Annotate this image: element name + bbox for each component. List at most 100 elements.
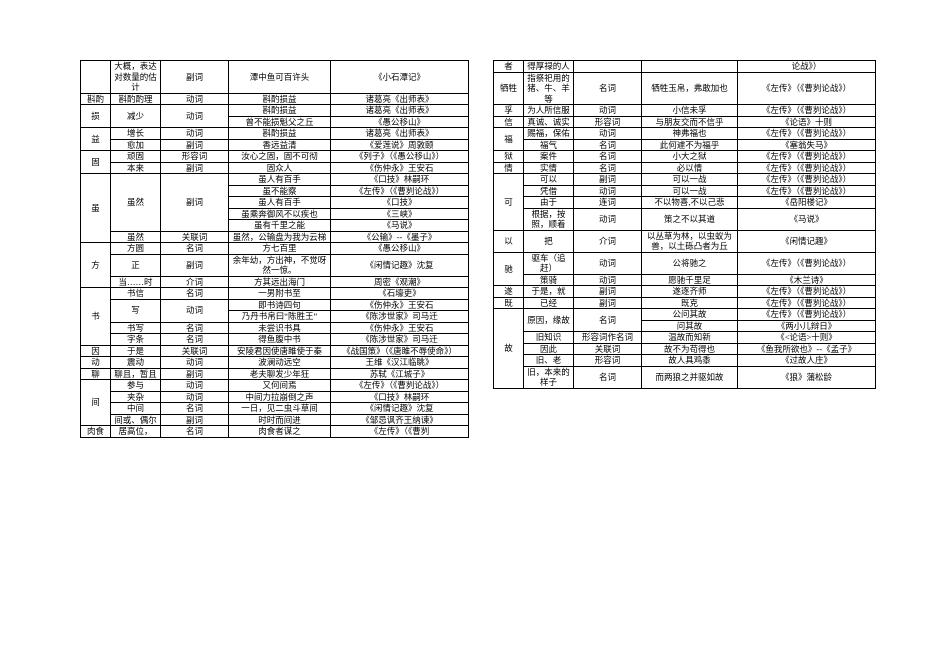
table-row: 者得厚禄的人 论战》）	[493, 60, 876, 73]
source: 诸葛亮《出师表》	[330, 127, 469, 140]
table-row: 因于是 关联词 安陵君因使唐雎使于秦 《战国策》（《唐雎不辱使命》）	[80, 344, 469, 357]
word: 牺牲	[493, 71, 524, 105]
part-of-speech: 关联词	[160, 344, 229, 357]
meaning: 把	[523, 229, 574, 253]
source: 《爱莲说》周敦颐	[330, 138, 469, 151]
table-row: 因此 关联词 故不为苟得也 《鱼我所欲也》--《孟子》	[494, 342, 876, 355]
part-of-speech: 形容词	[573, 115, 642, 128]
table-row: 策骑 动词 愿驰千里足 《木兰诗》	[494, 273, 876, 286]
word: 肉食	[80, 425, 111, 438]
part-of-speech: 名词	[160, 321, 229, 334]
word: 狱	[493, 150, 524, 163]
meaning: 正	[110, 253, 161, 277]
part-of-speech: 动词	[573, 251, 642, 275]
meaning: 旧、老	[523, 354, 574, 367]
table-row: 虽人有百手 《口技》	[81, 196, 469, 209]
part-of-speech: 动词	[573, 273, 642, 286]
word: 驰	[493, 251, 524, 286]
source: 《左传》（《曹刿论战》）	[737, 285, 876, 298]
table-row: 福赐福，保佑 动词 神弗福也 《左传》（《曹刿论战》）	[493, 127, 876, 151]
table-row: 书写 名词 未尝识书具 《伤仲永》王安石	[81, 321, 469, 334]
word: 损	[80, 104, 111, 128]
word: 孚	[493, 104, 524, 117]
example: 不以物喜,不以己悲	[641, 196, 738, 209]
source: 《左传》（《曹刿论战》）	[737, 173, 876, 186]
table-row: 根据，按照，顺着 动词 策之不以其道 《马说》	[494, 207, 876, 231]
table-row: 大概，表达对数量的估计 副词 潭中鱼可百许头 《小石潭记》	[80, 60, 469, 94]
example: 虽乘奔御风不以疾也	[228, 207, 331, 220]
meaning: 夹杂	[110, 390, 161, 403]
part-of-speech: 名词	[573, 150, 642, 163]
source: 《公输》--《墨子》	[330, 230, 469, 243]
table-row: 愈加 副词 香远益清 《爱莲说》周敦颐	[81, 138, 469, 151]
source: 《左传》（《曹刿论战》）	[737, 251, 876, 275]
table-row: 虽虽然 副词 虽人有百手 《口技》林嗣环	[80, 173, 469, 243]
meaning: 间或、偶尔	[110, 413, 161, 426]
example: 愿驰千里足	[641, 273, 738, 286]
example: 香远益清	[228, 138, 331, 151]
example: 潭中鱼可百许头	[228, 60, 331, 94]
table-row: 既已经 副词 既克 《左传》（《曹刿论战》）	[493, 296, 876, 309]
example: 斟酌损益	[228, 92, 331, 105]
word: 故	[493, 308, 524, 389]
part-of-speech: 动词	[573, 184, 642, 197]
meaning: 震动	[110, 356, 161, 369]
meaning: 指祭祀用的猪、牛、羊等	[523, 71, 574, 105]
example: 神弗福也	[641, 127, 738, 140]
example: 温故而知新	[641, 331, 738, 344]
word: 福	[493, 127, 524, 151]
meaning: 书信	[110, 287, 161, 300]
part-of-speech: 名词	[160, 242, 229, 255]
part-of-speech: 副词	[573, 296, 642, 309]
source: 《邹忌讽齐王纳谏》	[330, 413, 469, 426]
example: 故人具鸡黍	[641, 354, 738, 367]
meaning: 由于	[523, 196, 574, 209]
source: 《列子》（《愚公移山》）	[330, 150, 469, 163]
example: 中间力拉崩倒之声	[228, 390, 331, 403]
example: 波澜动远空	[228, 356, 331, 369]
source: 《左传》（《曹刿论战》）	[737, 308, 876, 321]
source: 《岳阳楼记》	[737, 196, 876, 209]
table-row: 间参与 动词 又何间焉 《左传》（《曹刿论战》）	[80, 379, 469, 426]
meaning: 方圆	[110, 242, 161, 255]
source: 《左传》（《曹刿论战》）	[737, 150, 876, 163]
meaning: 福气	[523, 138, 574, 151]
word: 虽	[80, 173, 111, 243]
source: 《两小儿辩日》	[737, 319, 876, 332]
part-of-speech: 关联词	[573, 342, 642, 355]
part-of-speech: 动词	[160, 356, 229, 369]
vocab-table-left: 大概，表达对数量的估计 副词 潭中鱼可百许头 《小石潭记》 斟酌 斟酌酌理 动词 斟酌损益 诸葛…	[80, 60, 469, 438]
meaning: 虽然	[110, 230, 161, 243]
vocab-table-right: 者得厚禄的人 论战》） 牺牲 指祭祀用的猪、牛、羊等 名词 牺牲玉帛，弗敢加也 《左传》（《…	[493, 60, 876, 389]
example: 遂逐齐师	[641, 285, 738, 298]
table-row: 正副词 余年幼，方出神，不觉呀然一惊。 《闲情记趣》沈复	[81, 253, 469, 277]
source: 《左传》（《曹刿论战》）	[330, 184, 469, 197]
part-of-speech: 动词	[160, 390, 229, 403]
table-row: 夹杂 动词 中间力拉崩倒之声 《口技》林嗣环	[81, 390, 469, 403]
source: 《马说》	[330, 219, 469, 232]
part-of-speech: 连词	[573, 196, 642, 209]
meaning: 当……时	[110, 275, 161, 288]
meaning: 可以	[523, 173, 574, 186]
example: 与朋友交而不信乎	[641, 115, 738, 128]
meaning: 真诚、诚实	[523, 115, 574, 128]
meaning: 原因，缘故	[523, 308, 574, 332]
part-of-speech: 名词	[573, 365, 642, 389]
table-row: 虽乘奔御风不以疾也 《三峡》	[81, 207, 469, 220]
source: 《愚公移山》	[330, 115, 469, 128]
part-of-speech: 动词	[573, 104, 642, 117]
part-of-speech: 副词	[573, 285, 642, 298]
table-row: 益增长 动词 斟酌损益 诸葛亮《出师表》	[80, 127, 469, 151]
source: 《愚公移山》	[330, 242, 469, 255]
example: 而两狼之并驱如故	[641, 365, 738, 389]
part-of-speech	[573, 60, 642, 73]
table-row: 曾不能损魁父之丘 《愚公移山》	[81, 115, 469, 128]
table-row: 可可以 副词 可以一战 《左传》（《曹刿论战》）	[493, 173, 876, 231]
meaning: 本来	[110, 161, 161, 174]
word	[80, 60, 111, 94]
meaning: 得厚禄的人	[523, 60, 574, 73]
source: 诸葛亮《出师表》	[330, 92, 469, 105]
part-of-speech: 名词	[160, 287, 229, 300]
table-row: 字条 名词 得鱼腹中书 《陈涉世家》司马迁	[81, 333, 469, 346]
word: 以	[493, 229, 524, 253]
